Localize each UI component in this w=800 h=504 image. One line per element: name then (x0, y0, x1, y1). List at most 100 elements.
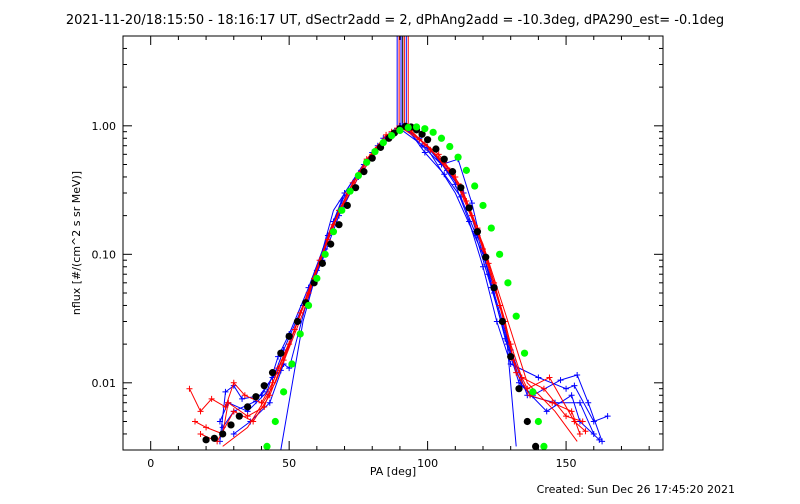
data-point (524, 385, 531, 392)
data-point (473, 228, 482, 236)
data-point (327, 240, 335, 248)
data-point (563, 413, 570, 420)
data-point (219, 430, 227, 438)
data-point (440, 155, 448, 163)
series-line (233, 128, 595, 435)
series-line (219, 125, 608, 442)
y-tick-label: 0.10 (92, 248, 117, 261)
data-point (421, 125, 429, 133)
plot-frame (122, 35, 664, 451)
series-group (216, 122, 606, 445)
data-point (568, 408, 575, 415)
data-point (252, 393, 260, 401)
data-point (482, 253, 490, 261)
y-tick-label: 0.01 (92, 377, 117, 390)
creation-footer: Created: Sun Dec 26 17:45:20 2021 (537, 483, 735, 496)
data-point (513, 369, 520, 376)
data-point (368, 154, 376, 162)
axes-layer: 0 50 100 150 0.01 0.10 1.00 (92, 35, 664, 470)
data-point (363, 158, 371, 166)
data-point (352, 184, 360, 192)
series-group (222, 126, 578, 447)
data-point (523, 417, 531, 426)
data-point (329, 228, 338, 236)
x-tick-label: 150 (556, 457, 577, 470)
series-group (216, 122, 611, 445)
data-point (549, 399, 556, 406)
data-point (404, 123, 412, 132)
data-point (346, 187, 354, 195)
data-point (454, 153, 462, 161)
data-point (371, 148, 379, 156)
data-point (379, 139, 387, 147)
data-point (487, 224, 495, 232)
data-point (318, 259, 326, 267)
series-group (219, 122, 603, 443)
data-point (335, 221, 343, 229)
data-point (504, 279, 512, 287)
data-point (582, 428, 589, 435)
data-point (590, 430, 597, 437)
data-point (230, 430, 237, 437)
data-point (429, 128, 437, 136)
data-point (293, 317, 302, 326)
data-point (208, 395, 215, 402)
data-point (239, 395, 246, 402)
data-point (266, 399, 273, 406)
data-point (540, 442, 548, 450)
data-point (515, 385, 523, 393)
data-point (471, 182, 479, 190)
series-line (280, 128, 517, 450)
data-point (507, 352, 515, 361)
data-point (230, 408, 237, 415)
data-point (543, 408, 550, 415)
data-point (222, 388, 229, 395)
data-point (599, 438, 606, 445)
data-point (192, 418, 198, 425)
series-line (222, 125, 600, 441)
data-point (462, 166, 470, 174)
data-point (304, 301, 313, 310)
series-line (222, 126, 578, 447)
series-group (202, 122, 540, 450)
x-tick-label: 100 (417, 457, 438, 470)
data-point (313, 274, 321, 282)
data-point (354, 171, 362, 180)
data-point (412, 123, 421, 131)
data-point (574, 372, 581, 379)
data-point (343, 201, 351, 210)
data-point (490, 284, 498, 292)
data-point (571, 382, 578, 389)
data-point (446, 142, 454, 151)
data-point (546, 374, 553, 381)
data-point (498, 317, 506, 326)
data-point (532, 442, 540, 450)
chart-title: 2021-11-20/18:15:50 - 18:16:17 UT, dSect… (66, 13, 724, 28)
data-point (186, 385, 193, 392)
data-point (507, 341, 514, 348)
data-point (529, 388, 537, 396)
data-point (437, 134, 446, 142)
data-point (568, 392, 575, 399)
x-tick-label: 50 (282, 457, 296, 470)
data-point (202, 436, 210, 444)
series-group (186, 125, 583, 437)
data-point (225, 399, 232, 406)
data-point (271, 417, 279, 426)
data-point (534, 417, 542, 426)
data-point (230, 379, 237, 386)
data-point (244, 403, 252, 411)
data-point (563, 385, 570, 392)
series-group (280, 128, 517, 450)
data-point (571, 418, 578, 425)
data-point (579, 418, 586, 425)
data-point (421, 149, 428, 156)
y-tick-label: 1.00 (92, 120, 117, 133)
data-point (297, 309, 304, 316)
x-tick-label: 0 (147, 457, 154, 470)
data-point (235, 412, 243, 420)
data-point (520, 349, 529, 357)
data-point (435, 151, 442, 158)
